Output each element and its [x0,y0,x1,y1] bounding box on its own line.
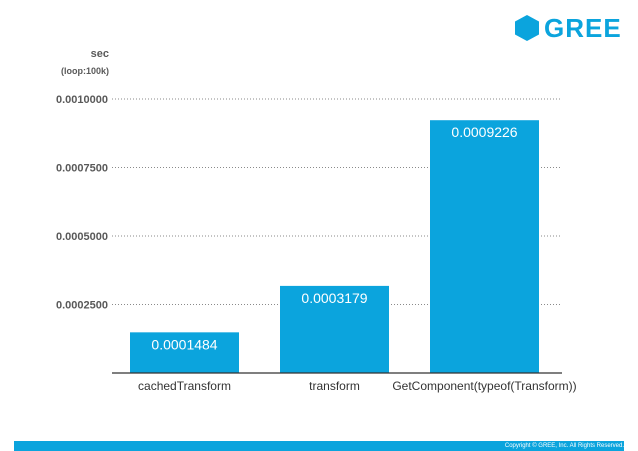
y-tick-label: 0.0007500 [56,163,108,175]
data-label: 0.0003179 [301,290,367,306]
bar [280,285,389,373]
bar [430,120,539,373]
x-category-label: GetComponent(typeof(Transform)) [392,379,576,393]
x-category-label: transform [309,379,360,393]
y-axis-unit: sec [90,48,109,60]
y-axis-unit-note: (loop:100k) [60,66,109,76]
bar [130,332,239,373]
brand-name: GREE [544,13,622,43]
footer-bar [14,441,624,451]
gree-logo: GREE [514,13,622,43]
x-category-label: cachedTransform [138,379,231,393]
hexagon-icon [515,15,539,41]
data-label: 0.0009226 [451,124,517,140]
bar-chart: 0.0002500 0.0005000 0.0007500 0.0010000 0.00… [56,94,577,393]
y-tick-label: 0.0010000 [56,94,108,106]
y-tick-label: 0.0005000 [56,231,108,243]
copyright-text: Copyright © GREE, Inc. All Rights Reserv… [504,443,624,449]
y-tick-label: 0.0002500 [56,300,108,312]
data-label: 0.0001484 [151,336,217,352]
